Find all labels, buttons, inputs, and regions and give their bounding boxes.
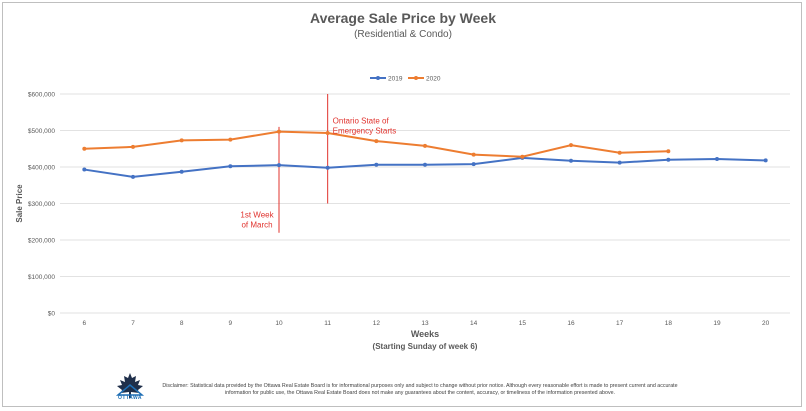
x-tick-label: 15 (519, 320, 527, 327)
data-point-2020 (82, 146, 87, 151)
chart-subtitle: (Residential & Condo) (354, 29, 452, 40)
data-point-2020 (520, 154, 525, 159)
x-tick-label: 19 (713, 320, 721, 327)
annotation-label: 1st Week (240, 211, 274, 220)
y-axis-title: Sale Price (15, 184, 24, 223)
legend-label: 2019 (388, 76, 403, 83)
maple-leaf-logo-icon (115, 373, 145, 398)
annotation-label: Emergency Starts (333, 127, 397, 136)
data-point-2020 (617, 150, 622, 155)
data-point-2019 (763, 158, 768, 163)
data-point-2020 (666, 149, 671, 154)
data-point-2019 (228, 164, 233, 169)
annotation-label: Ontario State of (333, 117, 390, 126)
data-point-2020 (228, 137, 233, 142)
y-tick-label: $0 (48, 311, 56, 318)
x-tick-label: 9 (229, 320, 233, 327)
data-point-2019 (374, 162, 379, 167)
data-point-2019 (277, 163, 281, 168)
logo-text: OTTAWA (117, 395, 142, 401)
data-point-2020 (325, 131, 330, 136)
data-point-2020 (374, 139, 379, 144)
data-point-2019 (82, 167, 87, 172)
x-tick-label: 12 (373, 320, 381, 327)
data-point-2020 (277, 129, 281, 134)
data-point-2020 (131, 144, 135, 149)
x-tick-label: 13 (421, 320, 429, 327)
x-tick-label: 8 (180, 320, 184, 327)
disclaimer-text: Disclaimer: Statistical data provided by… (162, 383, 678, 396)
legend-label: 2020 (426, 76, 441, 83)
data-point-2019 (131, 174, 135, 179)
y-tick-label: $400,000 (28, 165, 55, 172)
x-axis-subtitle: (Starting Sunday of week 6) (373, 342, 478, 351)
x-tick-label: 6 (83, 320, 87, 327)
legend-marker-2019 (376, 76, 380, 80)
x-tick-label: 18 (665, 320, 673, 327)
data-point-2019 (569, 158, 573, 163)
y-tick-label: $100,000 (28, 274, 55, 281)
annotation-label: of March (241, 221, 272, 230)
chart-title: Average Sale Price by Week (310, 10, 496, 26)
x-tick-label: 16 (567, 320, 575, 327)
data-point-2019 (617, 160, 622, 165)
x-tick-label: 11 (324, 320, 331, 327)
data-point-2019 (423, 162, 427, 167)
data-point-2020 (471, 152, 476, 157)
y-tick-label: $500,000 (28, 128, 55, 135)
data-point-2019 (325, 165, 330, 170)
series-line-2019 (84, 156, 766, 178)
x-tick-label: 14 (470, 320, 478, 327)
data-point-2019 (179, 169, 184, 174)
x-tick-label: 17 (616, 320, 624, 327)
y-tick-label: $300,000 (28, 201, 55, 208)
x-axis-title: Weeks (411, 329, 439, 339)
x-tick-label: 10 (275, 320, 283, 327)
data-point-2020 (569, 143, 573, 148)
y-tick-label: $600,000 (28, 92, 55, 99)
legend-marker-2020 (414, 76, 418, 80)
y-tick-label: $200,000 (28, 238, 55, 245)
data-point-2020 (179, 138, 184, 143)
chart-frame (2, 2, 802, 407)
data-point-2019 (471, 162, 476, 167)
x-tick-label: 20 (762, 320, 770, 327)
data-point-2019 (666, 157, 671, 162)
x-tick-label: 7 (131, 320, 135, 327)
data-point-2019 (715, 156, 719, 161)
data-point-2020 (423, 143, 427, 148)
